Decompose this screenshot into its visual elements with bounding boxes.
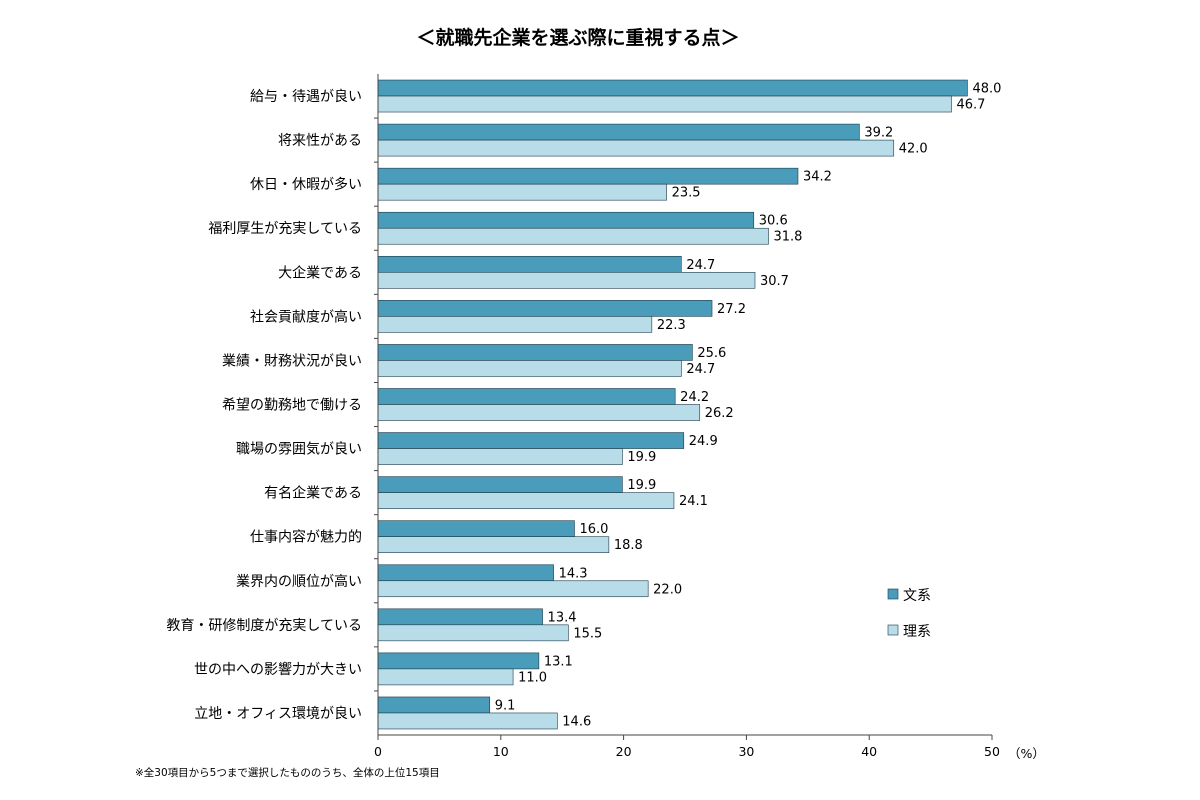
bar-rikei [377, 95, 952, 113]
value-label: 24.9 [689, 434, 718, 449]
category-label: 大企業である [278, 264, 362, 281]
x-tick-label: 20 [616, 744, 632, 759]
value-label: 11.0 [518, 670, 547, 685]
value-label: 23.5 [672, 186, 701, 201]
bar-bunkei [377, 211, 755, 229]
category-label: 福利厚生が充実している [208, 221, 362, 237]
bar-rikei [377, 139, 895, 157]
value-label: 48.0 [972, 82, 1001, 97]
legend-label: 文系 [903, 588, 931, 604]
value-label: 24.1 [679, 494, 708, 509]
x-tick-label: 40 [861, 744, 877, 759]
value-label: 19.9 [627, 478, 656, 493]
value-label: 19.9 [627, 450, 656, 465]
category-label: 世の中への影響力が大きい [194, 661, 362, 678]
bars-layer: 48.046.7 39.2 42.0 34.2 23.5 30.631.8 24.7 30.7… [377, 79, 1001, 730]
value-label: 34.2 [803, 170, 832, 185]
value-label: 22.0 [653, 582, 682, 597]
footnote: ※全30項目から5つまで選択したもののうち、全体の上位15項目 [135, 766, 440, 779]
value-label: 14.6 [562, 714, 591, 729]
x-tick-label: 30 [738, 744, 754, 759]
value-label: 30.7 [760, 274, 789, 289]
bar-rikei [377, 316, 653, 333]
bar-rikei [377, 271, 756, 289]
category-label: 業績・財務状況が良い [222, 353, 362, 369]
category-label: 休日・休暇が多い [250, 176, 362, 193]
bar-rikei [377, 360, 682, 377]
bar-rikei [377, 624, 569, 642]
legend-swatch [887, 624, 899, 636]
value-label: 46.7 [956, 98, 985, 113]
value-label: 13.4 [548, 610, 577, 625]
bar-rikei [377, 668, 514, 686]
legend-label: 理系 [903, 624, 931, 640]
x-tick-label: 10 [493, 744, 509, 759]
bar-bunkei [377, 388, 676, 405]
bar-bunkei [377, 608, 543, 626]
bar-bunkei [377, 652, 540, 670]
category-label: 業界内の順位が高い [236, 573, 362, 590]
bar-rikei [377, 227, 769, 245]
bar-bunkei [377, 300, 713, 317]
category-label: 給与・待遇が良い [250, 89, 362, 105]
value-label: 42.0 [899, 142, 928, 157]
x-axis: 給与・待遇が良い将来性がある休日・休暇が多い福利厚生が充実している大企業である社… [166, 74, 1045, 761]
value-label: 15.5 [573, 626, 602, 641]
category-label: 有名企業である [264, 485, 362, 502]
category-label: 希望の勤務地で働ける [222, 398, 362, 414]
bar-rikei [377, 404, 701, 421]
value-label: 24.7 [686, 258, 715, 273]
legend-swatch [887, 588, 899, 600]
category-label: 仕事内容が魅力的 [250, 529, 362, 546]
bar-bunkei [377, 696, 491, 714]
bar-bunkei [377, 520, 575, 538]
value-label: 27.2 [717, 302, 746, 317]
bar-rikei [377, 712, 558, 730]
bar-rikei [377, 448, 623, 465]
bar-bunkei [377, 432, 685, 449]
value-label: 9.1 [495, 698, 516, 713]
category-label: 社会貢献度が高い [250, 308, 362, 325]
bar-bunkei [377, 344, 693, 361]
value-label: 24.2 [680, 390, 709, 405]
bar-rikei [377, 492, 675, 509]
bar-rikei [377, 580, 649, 598]
category-label: 教育・研修制度が充実している [166, 618, 362, 634]
chart-title: ＜就職先企業を選ぶ際に重視する点＞ [416, 26, 739, 49]
x-tick-label: 0 [374, 744, 382, 759]
category-label: 立地・オフィス環境が良い [194, 706, 362, 722]
value-label: 30.6 [759, 214, 788, 229]
value-label: 13.1 [544, 654, 573, 669]
value-label: 16.0 [579, 522, 608, 537]
bar-bunkei [377, 167, 799, 185]
value-label: 26.2 [705, 406, 734, 421]
category-label: 将来性がある [278, 133, 362, 149]
bar-bunkei [377, 123, 860, 141]
x-tick-label: 50 [984, 744, 1000, 759]
category-label: 職場の雰囲気が良い [236, 442, 362, 458]
bar-rikei [377, 183, 667, 201]
bar-bunkei [377, 476, 623, 493]
value-label: 14.3 [559, 566, 588, 581]
bar-rikei [377, 536, 610, 554]
value-label: 31.8 [774, 230, 803, 245]
value-label: 18.8 [614, 538, 643, 553]
unit-label: （%） [1008, 746, 1045, 761]
bar-bunkei [377, 255, 682, 273]
bar-bunkei [377, 79, 968, 97]
value-label: 24.7 [686, 362, 715, 377]
bar-bunkei [377, 564, 554, 582]
value-label: 39.2 [864, 126, 893, 141]
value-label: 22.3 [657, 318, 686, 333]
value-label: 25.6 [697, 346, 726, 361]
